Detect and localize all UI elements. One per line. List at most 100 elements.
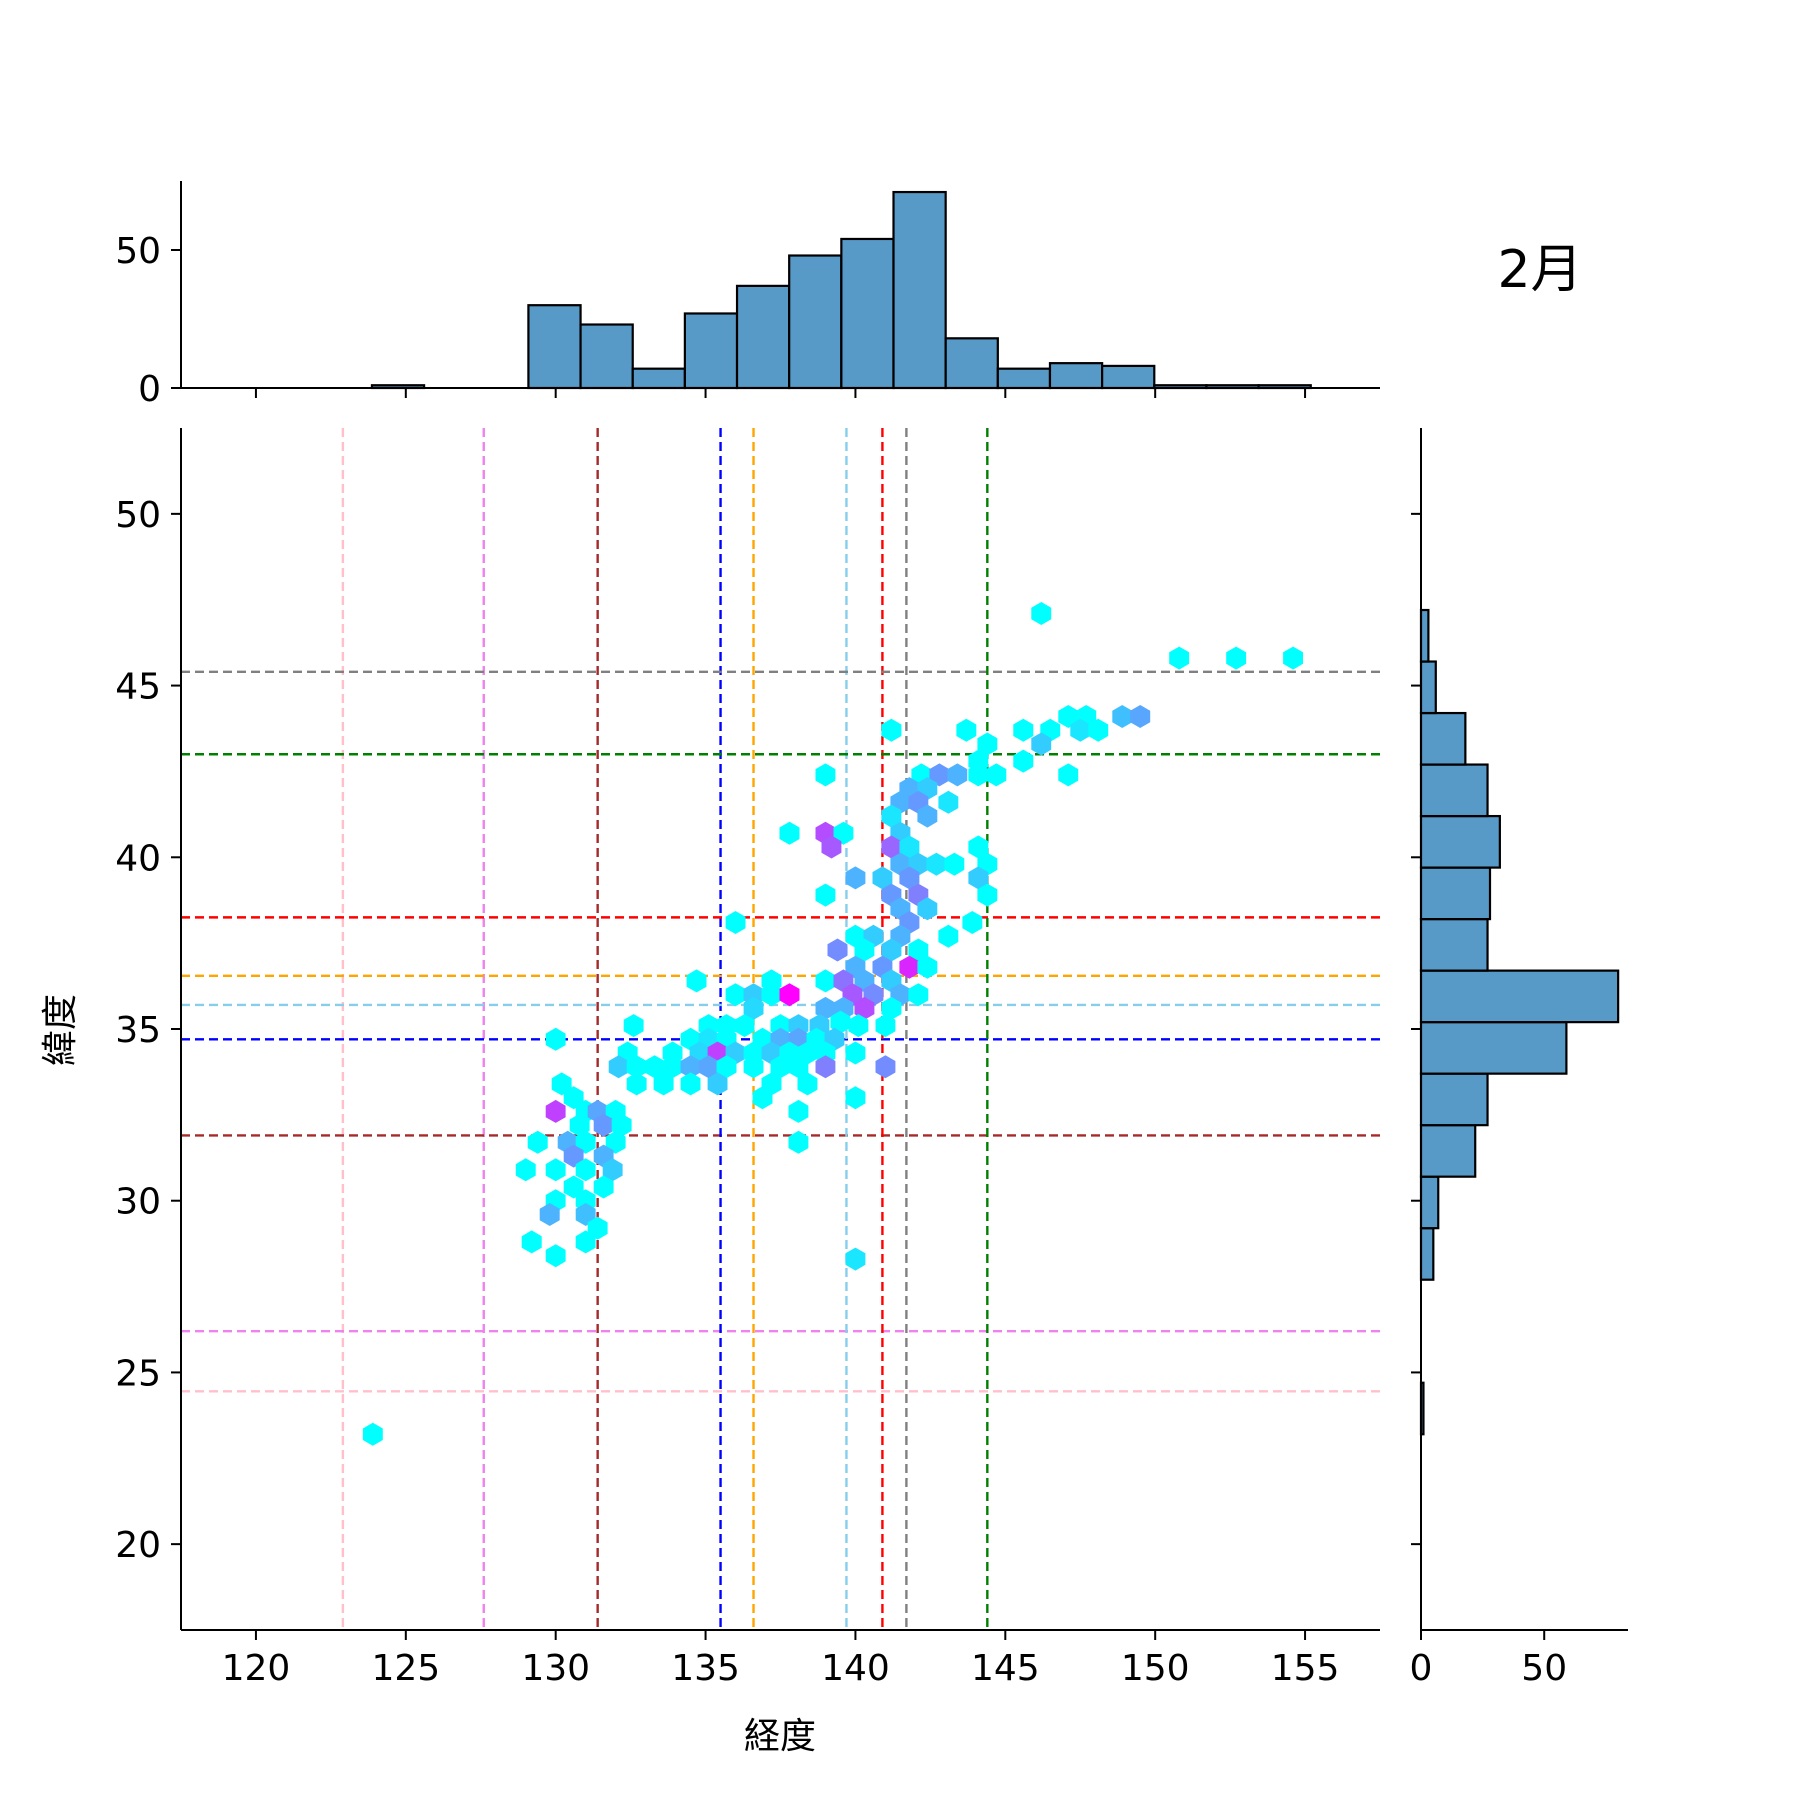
hexbin-66 [908,938,929,962]
y-tick-label-25: 25 [115,1353,161,1394]
hexbin-134 [653,1072,674,1096]
hexbin-50 [815,883,836,907]
hexbin-158 [545,1158,566,1182]
hexbin-65 [881,938,902,962]
right-hist-bar-9 [1419,918,1489,972]
hexbin-77 [725,983,746,1007]
hexbin-70 [917,955,938,979]
hexbin-171 [845,1247,866,1271]
hexbin-4 [1283,646,1303,670]
y-tick-label-35: 35 [115,1010,161,1051]
y-tick-label-45: 45 [115,667,161,708]
hexbin-125 [698,1055,719,1079]
x-tick-label-125: 125 [371,1648,440,1689]
top-hist-bar-13 [1048,362,1104,390]
hexbin-17 [1013,749,1034,773]
hexbin-160 [602,1158,623,1182]
right-hist-bar-11 [1419,814,1501,869]
hexbin-132 [626,1072,647,1096]
hexbin-124 [680,1055,701,1079]
hexbin-25 [1058,763,1079,787]
hexbin-141 [563,1086,584,1110]
hexbin-32 [917,804,938,828]
hexbin-120 [608,1055,629,1079]
hexbin-96 [830,1010,851,1034]
hexbin-35 [833,821,854,845]
hexbin-92 [734,1014,755,1038]
hexbin-71 [686,969,707,993]
hexbin-57 [725,911,746,934]
hexbin-43 [926,852,947,876]
hexbin-119 [845,1041,866,1065]
top-hist-bar-9 [840,237,895,390]
top-hist-bar-14 [1101,364,1156,390]
top-hist-bar-8 [788,254,843,390]
top-hist-y-tick-label-0: 0 [138,369,161,410]
y-tick-label-20: 20 [115,1525,161,1566]
top-hist-bar-4 [579,323,634,390]
top-hist-bar-7 [735,284,791,390]
y-tick-label-40: 40 [115,838,161,879]
top-histogram: 0 50 [115,181,1380,410]
right-hist-bar-4 [1419,1175,1440,1230]
hexbin-154 [788,1130,809,1154]
hexbin-58 [962,911,983,934]
hexbin-168 [521,1230,542,1254]
right-hist-bar-7 [1419,1021,1568,1075]
hexbin-98 [875,1014,896,1038]
hexbin-37 [821,835,842,859]
hexbin-88 [854,996,875,1020]
hexbin-122 [644,1055,665,1079]
hexbin-24 [815,763,836,787]
hexbin-139 [845,1086,866,1110]
hexbin-49 [968,866,989,890]
hexbin-20 [929,763,950,787]
right-hist-bar-5 [1419,1124,1477,1178]
hexbin-166 [575,1203,596,1226]
hexbin-28 [938,790,959,814]
y-tick-label-50: 50 [115,495,161,536]
hexbin-121 [626,1055,647,1079]
hexbin-127 [743,1055,764,1079]
hexbin-14 [1013,718,1034,742]
hexbin-13 [956,718,977,742]
x-tick-label-135: 135 [671,1648,740,1689]
hexbin-140 [551,1072,572,1096]
hexbin-153 [605,1130,626,1154]
hexbin-133 [680,1072,701,1096]
main-hexbin-plot: 120 125 130 135 140 145 150 155 20 25 30 35 40 45 50 [115,428,1380,1689]
hexbin-167 [587,1216,608,1240]
top-hist-bar-10 [892,190,947,390]
hexbin-79 [761,983,782,1007]
hexbin-23 [986,763,1007,787]
right-hist-bar-12 [1419,763,1489,818]
hexbin-47 [872,866,893,890]
x-axis-label: 経度 [744,1716,816,1757]
hexbin-138 [752,1086,773,1110]
right-hist-x-tick-label-50: 50 [1521,1648,1567,1689]
hexbin-126 [716,1055,737,1079]
x-tick-label-130: 130 [521,1648,590,1689]
hexbin-62 [938,924,959,948]
hexbin-84 [908,983,929,1007]
hexbin-38 [881,835,902,859]
hexbin-149 [788,1099,809,1123]
right-hist-bar-14 [1419,660,1437,715]
hexbin-135 [707,1072,728,1096]
hexbin-155 [563,1144,584,1168]
hexbin-16 [1031,732,1052,756]
hexbin-55 [917,897,938,921]
top-hist-bar-12 [996,367,1052,390]
x-tick-label-145: 145 [971,1648,1040,1689]
hexbin-97 [848,1014,869,1038]
hexbin-63 [827,938,848,962]
hexbin-128 [770,1055,791,1079]
hexbin-152 [575,1130,596,1154]
hexbin-169 [575,1230,596,1254]
hexbin-3 [1226,646,1247,670]
hexbin-31 [881,804,902,828]
hexbin-22 [968,763,989,787]
right-hist-bar-10 [1419,866,1492,921]
hexbin-11 [1088,718,1109,742]
hexbin-131 [875,1055,896,1079]
